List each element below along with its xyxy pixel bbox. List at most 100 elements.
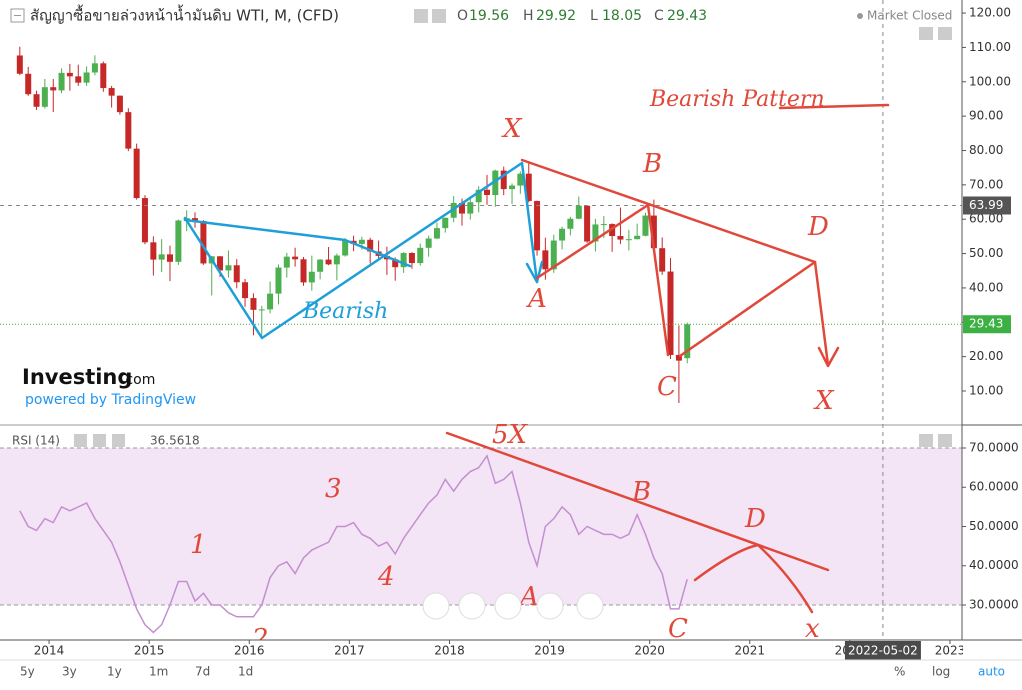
scale-option[interactable]: auto: [978, 665, 1005, 679]
time-axis: [0, 640, 1022, 660]
candle-body: [592, 224, 599, 242]
range-button[interactable]: 5y: [20, 665, 35, 679]
candle-body: [158, 254, 165, 260]
red-drawing: [678, 260, 830, 367]
annotation: A: [518, 582, 539, 612]
scroll-right[interactable]: [576, 592, 604, 620]
scale-button[interactable]: [919, 434, 933, 447]
x-tick-label: 2017: [334, 644, 365, 658]
rsi-button[interactable]: [74, 434, 87, 447]
annotation: A: [526, 284, 547, 314]
reset[interactable]: [494, 592, 522, 620]
zoom-in[interactable]: [536, 592, 564, 620]
annotation: x: [805, 614, 820, 644]
candle-body: [333, 255, 340, 265]
annotation: Bearish Pattern: [649, 87, 825, 112]
candle-body: [458, 202, 465, 214]
x-tick-label: 2019: [534, 644, 565, 658]
candle-body: [16, 55, 23, 74]
candle-body: [650, 215, 657, 249]
candle-body: [200, 221, 207, 264]
annotation: B: [642, 149, 662, 179]
zoom-out[interactable]: [458, 592, 486, 620]
y-tick-label: 10.00: [969, 383, 1003, 397]
scroll-left[interactable]: [422, 592, 450, 620]
annotation: B: [631, 477, 651, 507]
x-tick-label: 2020: [634, 644, 665, 658]
price-tag-label: 63.99: [969, 198, 1003, 212]
candle-body: [417, 247, 424, 264]
scale-button[interactable]: [919, 27, 933, 40]
toolbar: 5y 3y 1y 1m 7d 1d % log auto: [0, 659, 1022, 679]
y-tick-label: 60.00: [969, 212, 1003, 226]
header: สัญญาซื้อขายล่วงหน้าน้ำมันดิบ WTI, M, (C…: [10, 5, 952, 448]
candle-body: [625, 239, 632, 241]
candle-body: [659, 248, 666, 272]
candle-body: [542, 250, 549, 270]
scale-button[interactable]: [938, 27, 952, 40]
candle-body: [492, 170, 499, 196]
candle-body: [525, 173, 532, 201]
candle-body: [433, 228, 440, 239]
rsi-button[interactable]: [93, 434, 106, 447]
annotation: 3: [325, 474, 342, 504]
scale-button[interactable]: [938, 434, 952, 447]
logo-powered: powered by TradingView: [25, 392, 196, 408]
candle-body: [91, 63, 98, 73]
range-button[interactable]: 7d: [195, 665, 210, 679]
status-dot: [857, 13, 863, 19]
ohlc-value: 29.92: [536, 8, 576, 24]
settings-button[interactable]: [432, 9, 446, 23]
candle-body: [133, 148, 140, 199]
rsi-trendline: [445, 431, 830, 572]
rsi-button[interactable]: [112, 434, 125, 447]
candle-body: [600, 224, 607, 226]
candle-body: [83, 72, 90, 83]
red-arrow: [817, 346, 840, 368]
x-tick-label: 2014: [34, 644, 65, 658]
candle-body: [342, 240, 349, 256]
visibility-button[interactable]: [414, 9, 428, 23]
annotation: 5X: [492, 420, 529, 450]
candle-body: [150, 242, 157, 260]
range-button[interactable]: 1y: [107, 665, 122, 679]
candle-body: [575, 205, 582, 219]
range-button[interactable]: 1d: [238, 665, 253, 679]
ohlc-value: 19.56: [469, 8, 509, 24]
y-tick-label: 20.00: [969, 349, 1003, 363]
candle-body: [325, 259, 332, 265]
annotation: X: [501, 114, 523, 144]
range-button[interactable]: 1m: [149, 665, 168, 679]
candle-body: [217, 256, 224, 271]
candle-body: [233, 265, 240, 283]
blue-drawing: [183, 218, 412, 268]
y-tick-label: 40.00: [969, 280, 1003, 294]
candle-body: [41, 87, 48, 107]
candle-body: [550, 240, 557, 270]
candle-body: [317, 259, 324, 272]
blue-drawing: [183, 161, 539, 340]
candle-body: [642, 215, 649, 236]
price-axis-cover: [963, 641, 1022, 660]
x-tick-label: 2015: [134, 644, 165, 658]
y-tick-label: 70.0000: [969, 440, 1019, 454]
candle-body: [141, 198, 148, 243]
range-button[interactable]: 3y: [62, 665, 77, 679]
x-tick-label: 2021: [735, 644, 766, 658]
market-status: Market Closed: [867, 9, 952, 23]
drawings: Bearish Pattern X B D A C X Bearish 5X B…: [158, 87, 890, 664]
ohlc-label: L: [590, 8, 598, 24]
candle-body: [667, 271, 674, 355]
candle-body: [358, 239, 365, 244]
candle-body: [33, 94, 40, 107]
candle-body: [559, 228, 566, 241]
y-tick-label: 40.0000: [969, 558, 1019, 572]
annotation: D: [744, 504, 766, 534]
scale-option[interactable]: log: [932, 665, 950, 679]
candle-body: [509, 185, 516, 190]
y-tick-label: 70.00: [969, 177, 1003, 191]
scale-option[interactable]: %: [894, 665, 905, 679]
date-tag-label: 2022-05-02: [848, 644, 918, 658]
candle-body: [25, 73, 32, 95]
